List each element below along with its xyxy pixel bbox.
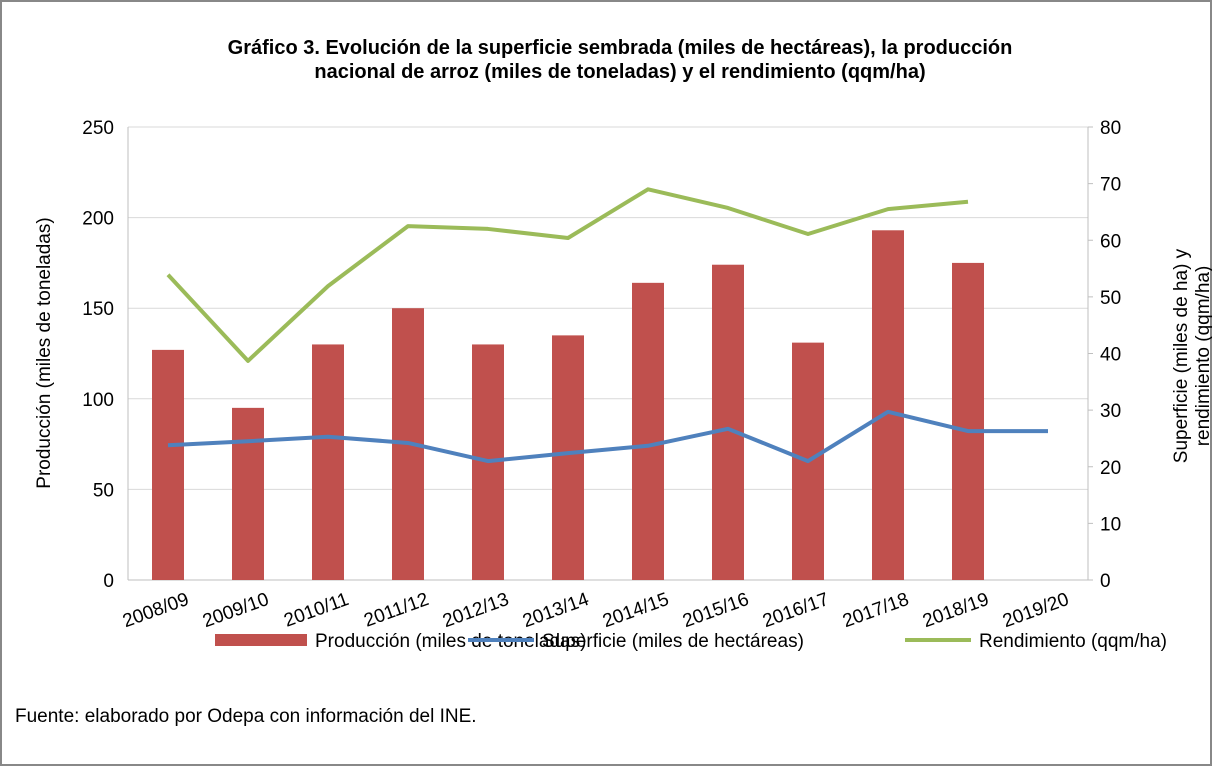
line-series <box>167 409 1048 464</box>
bar <box>712 264 744 580</box>
chart-title: Gráfico 3. Evolución de la superficie se… <box>227 37 1013 83</box>
bar <box>312 344 344 580</box>
y2-axis-label: Superficie (miles de ha) y rendimiento (… <box>1171 248 1212 464</box>
y-tick-label: 250 <box>82 118 114 139</box>
bar <box>872 230 904 580</box>
legend-label: Rendimiento (qqm/ha) <box>979 631 1167 652</box>
source-note: Fuente: elaborado por Odepa con informac… <box>15 706 477 727</box>
y2-tick-label: 60 <box>1100 231 1121 252</box>
y2-tick-label: 80 <box>1100 118 1121 139</box>
y2-tick-label: 50 <box>1100 288 1121 309</box>
y2-tick-label: 0 <box>1100 571 1111 592</box>
legend-swatch <box>215 634 307 646</box>
bar <box>152 349 184 580</box>
y-tick-label: 50 <box>93 480 114 501</box>
bar <box>552 335 584 580</box>
y2-tick-label: 70 <box>1100 175 1121 196</box>
y-tick-label: 100 <box>82 390 114 411</box>
bar <box>952 262 984 580</box>
legend-label: Superficie (miles de hectáreas) <box>542 631 804 652</box>
y2-tick-label: 10 <box>1100 514 1121 535</box>
y2-tick-label: 30 <box>1100 401 1121 422</box>
bar <box>232 407 264 580</box>
legend-label: Producción (miles de toneladas) <box>315 631 586 652</box>
y-axis-label: Producción (miles de toneladas) <box>34 217 55 489</box>
y2-tick-label: 20 <box>1100 458 1121 479</box>
y2-tick-label: 40 <box>1100 345 1121 366</box>
y-tick-label: 150 <box>82 299 114 320</box>
line-series <box>166 187 969 363</box>
y-tick-label: 0 <box>103 571 114 592</box>
bar <box>632 282 664 580</box>
y-tick-label: 200 <box>82 209 114 230</box>
